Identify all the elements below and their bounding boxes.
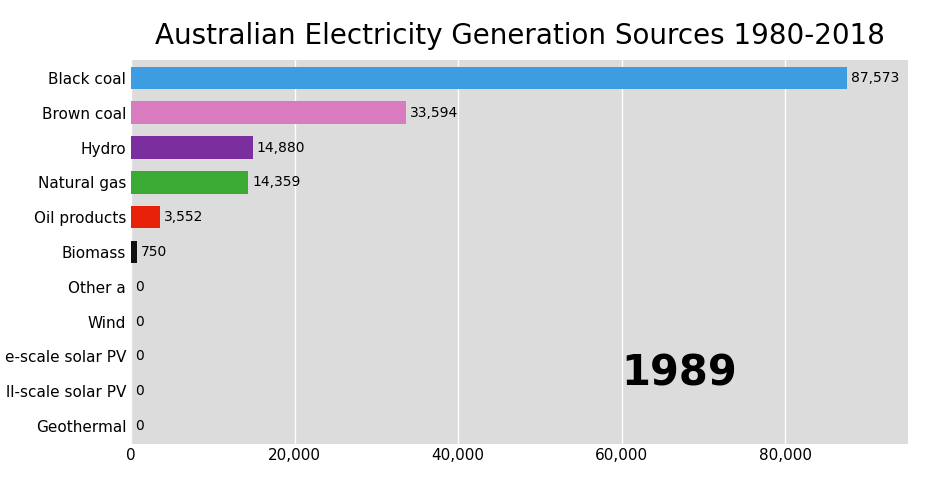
- Text: 0: 0: [135, 349, 144, 363]
- Text: 0: 0: [135, 314, 144, 329]
- Bar: [131, 136, 253, 159]
- Bar: [131, 67, 847, 89]
- Text: 87,573: 87,573: [851, 71, 899, 85]
- Text: 14,880: 14,880: [256, 141, 305, 155]
- Text: 0: 0: [135, 280, 144, 294]
- Bar: [131, 171, 248, 194]
- Text: 33,594: 33,594: [410, 106, 458, 120]
- Bar: [131, 206, 160, 228]
- Text: 0: 0: [135, 419, 144, 433]
- Bar: [131, 241, 138, 263]
- Bar: [131, 101, 406, 124]
- Text: 750: 750: [141, 245, 168, 259]
- Text: 1989: 1989: [622, 353, 738, 395]
- Title: Australian Electricity Generation Sources 1980-2018: Australian Electricity Generation Source…: [154, 22, 885, 50]
- Text: 14,359: 14,359: [253, 175, 301, 190]
- Text: 0: 0: [135, 384, 144, 398]
- Text: 3,552: 3,552: [164, 210, 203, 224]
